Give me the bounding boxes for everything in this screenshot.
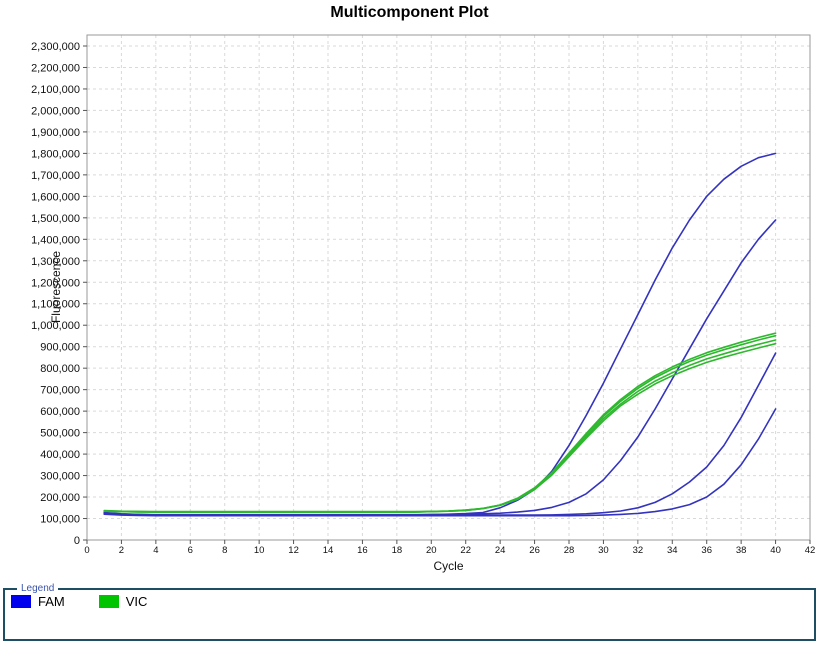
y-tick-label: 600,000 (40, 406, 80, 418)
series-curve-vic-1 (103, 332, 777, 513)
x-tick-label: 36 (701, 545, 712, 556)
y-tick-label: 100,000 (40, 514, 80, 526)
y-tick-label: 900,000 (40, 342, 80, 354)
y-tick-label: 1,200,000 (31, 277, 80, 289)
x-tick-label: 30 (598, 545, 609, 556)
y-tick-label: 1,100,000 (31, 299, 80, 311)
series-curve-vic-2 (103, 334, 777, 513)
x-tick-label: 40 (770, 545, 781, 556)
vic-color-swatch (98, 595, 119, 608)
x-tick-label: 0 (84, 545, 89, 556)
y-tick-label: 800,000 (40, 363, 80, 375)
y-tick-label: 1,300,000 (31, 256, 80, 268)
y-tick-label: 2,200,000 (31, 62, 80, 74)
x-tick-label: 8 (222, 545, 227, 556)
x-tick-label: 20 (426, 545, 437, 556)
x-tick-label: 14 (323, 545, 334, 556)
plot-canvas: 0 100,000 200,000 300,000 400,000 500,000 600,… (31, 34, 816, 556)
legend-item-fam: FAM (11, 594, 65, 609)
legend-title: Legend (21, 583, 55, 594)
y-tick-label: 400,000 (40, 449, 80, 461)
series-curve-vic-4 (103, 342, 777, 513)
y-tick-label: 1,700,000 (31, 170, 80, 182)
x-tick-label: 10 (254, 545, 265, 556)
x-tick-label: 28 (564, 545, 575, 556)
x-tick-label: 34 (667, 545, 678, 556)
y-tick-label: 300,000 (40, 471, 80, 483)
x-tick-label: 42 (805, 545, 816, 556)
y-tick-label: 500,000 (40, 428, 80, 440)
x-tick-label: 12 (288, 545, 299, 556)
x-tick-label: 6 (188, 545, 193, 556)
x-tick-label: 38 (736, 545, 747, 556)
fam-color-swatch (11, 595, 31, 608)
x-axis-title: Cycle (433, 559, 464, 573)
x-tick-label: 32 (633, 545, 644, 556)
legend-box: Legend FAM VIC (3, 583, 816, 641)
y-tick-label: 0 (74, 535, 80, 547)
legend-item-vic: VIC (98, 594, 148, 609)
y-tick-label: 1,800,000 (31, 148, 80, 160)
plot-frame (86, 34, 811, 541)
y-tick-label: 2,100,000 (31, 84, 80, 96)
x-tick-label: 16 (357, 545, 368, 556)
y-tick-label: 2,000,000 (31, 105, 80, 117)
series-curve-fam-4 (103, 408, 777, 517)
x-tick-label: 24 (495, 545, 506, 556)
y-tick-label: 1,000,000 (31, 320, 80, 332)
legend-item-label: FAM (38, 594, 65, 609)
y-tick-label: 700,000 (40, 385, 80, 397)
y-tick-label: 1,400,000 (31, 234, 80, 246)
y-tick-label: 1,900,000 (31, 127, 80, 139)
chart-title: Multicomponent Plot (330, 4, 489, 21)
x-tick-label: 18 (392, 545, 403, 556)
x-tick-label: 22 (460, 545, 471, 556)
x-tick-label: 4 (153, 545, 158, 556)
x-tick-label: 2 (119, 545, 124, 556)
series-curve-fam-3 (103, 352, 777, 516)
y-tick-label: 1,600,000 (31, 191, 80, 203)
y-tick-label: 1,500,000 (31, 213, 80, 225)
y-tick-label: 2,300,000 (31, 41, 80, 53)
legend-item-label: VIC (125, 594, 148, 609)
legend-items: FAM VIC (11, 594, 808, 609)
y-tick-label: 200,000 (40, 492, 80, 504)
x-tick-label: 26 (529, 545, 540, 556)
series-curve-fam-1 (103, 152, 777, 517)
